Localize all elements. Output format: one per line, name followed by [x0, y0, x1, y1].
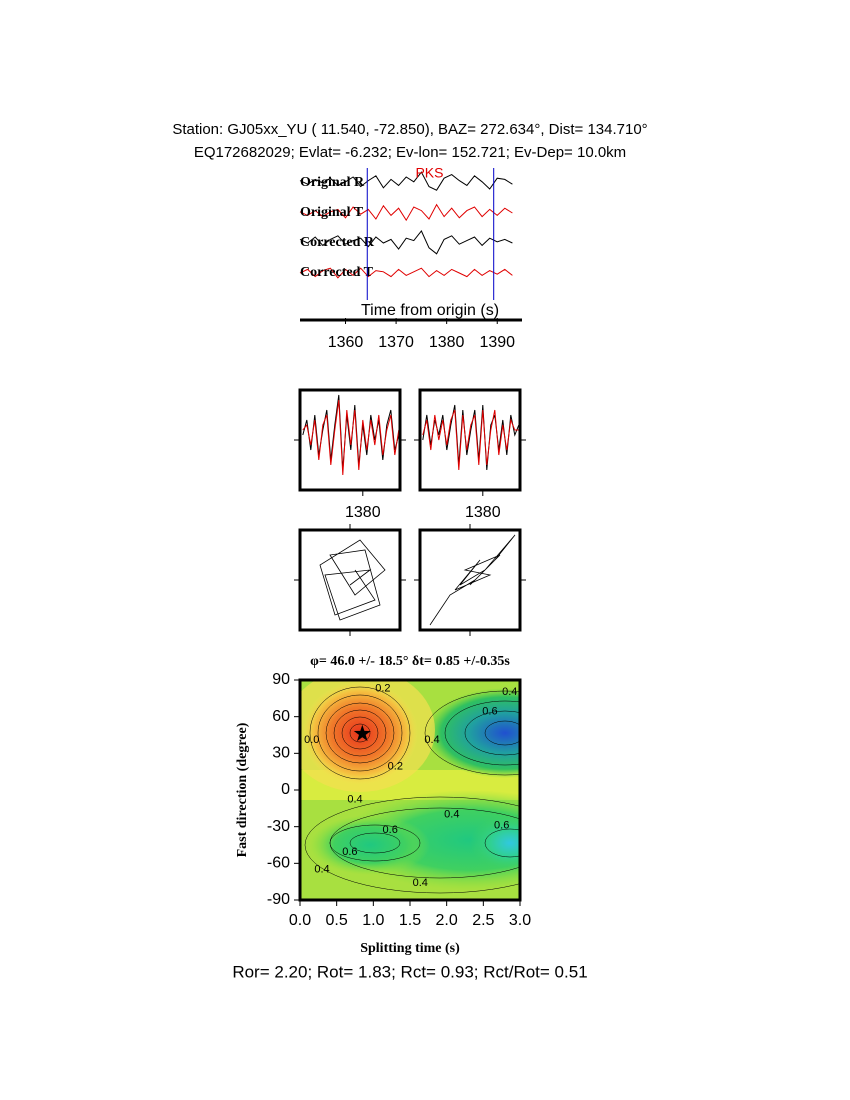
contour-label: 0.6: [482, 706, 497, 718]
x-tick-label: 1370: [378, 334, 414, 351]
y-tick-label: 0: [281, 781, 290, 798]
x-axis-label: Time from origin (s): [361, 302, 499, 319]
title: Station: GJ05xx_YU ( 11.540, -72.850), B…: [172, 121, 647, 138]
x-tick-label: 1.5: [399, 912, 421, 929]
contour-label: 0.4: [347, 794, 362, 806]
trace: [299, 230, 513, 255]
trace-label: Original R: [300, 175, 365, 190]
note: Ror= 2.20; Rot= 1.83; Rct= 0.93; Rct/Rot…: [232, 962, 587, 981]
y-tick-label: 30: [272, 745, 290, 762]
trace: [299, 203, 513, 222]
x-tick-label: 2.0: [436, 912, 458, 929]
y-tick-label: 90: [272, 671, 290, 688]
x-tick-label: 1390: [479, 334, 515, 351]
panel-frame: [418, 528, 522, 632]
contour-label: 0.4: [314, 863, 329, 875]
x-tick-label: 0.0: [289, 912, 311, 929]
waveform: [302, 394, 400, 471]
contour-label: 0.2: [375, 682, 390, 694]
x-tick-label: 3.0: [509, 912, 531, 929]
trace: [299, 267, 513, 279]
y-tick-label: -30: [267, 818, 290, 835]
waveform: [422, 409, 519, 471]
misfit-surface: [300, 680, 520, 900]
contour-label: 0.6: [342, 846, 357, 858]
particle-motion: [319, 539, 386, 621]
y-axis-label: Fast direction (degree): [235, 722, 250, 857]
x-tick-label: 1360: [328, 334, 364, 351]
waveform: [302, 399, 400, 476]
y-tick-label: -60: [267, 855, 290, 872]
y-tick-label: -90: [267, 891, 290, 908]
x-tick-label: 0.5: [326, 912, 348, 929]
x-tick-label: 1.0: [362, 912, 384, 929]
panel-frame: [298, 528, 402, 632]
phase-label: PKS: [415, 165, 443, 181]
subtitle: EQ172682029; Evlat= -6.232; Ev-lon= 152.…: [194, 144, 626, 161]
contour-label: 0.0: [304, 734, 319, 746]
contour-label: 0.4: [413, 877, 428, 889]
x-tick-label: 1380: [429, 334, 465, 351]
best-fit-star: [353, 724, 371, 742]
contour-label: 0.6: [383, 824, 398, 836]
title: φ= 46.0 +/- 18.5° δt= 0.85 +/-0.35s: [310, 654, 510, 669]
x-tick-label: 1380: [465, 504, 501, 521]
contour-label: 0.4: [424, 734, 439, 746]
trace-label: Corrected R: [300, 235, 375, 250]
contour-label: 0.6: [494, 819, 509, 831]
trace: [299, 171, 513, 191]
y-tick-label: 60: [272, 708, 290, 725]
x-tick-label: 1380: [345, 504, 381, 521]
trace-label: Corrected T: [300, 265, 374, 280]
waveform: [422, 404, 520, 471]
x-tick-label: 2.5: [472, 912, 494, 929]
contour-label: 0.2: [388, 761, 403, 773]
x-axis-label: Splitting time (s): [360, 941, 460, 956]
particle-motion: [429, 534, 516, 626]
contour-label: 0.4: [444, 808, 459, 820]
contour-label: 0.4: [502, 686, 517, 698]
trace-label: Original T: [300, 205, 364, 220]
